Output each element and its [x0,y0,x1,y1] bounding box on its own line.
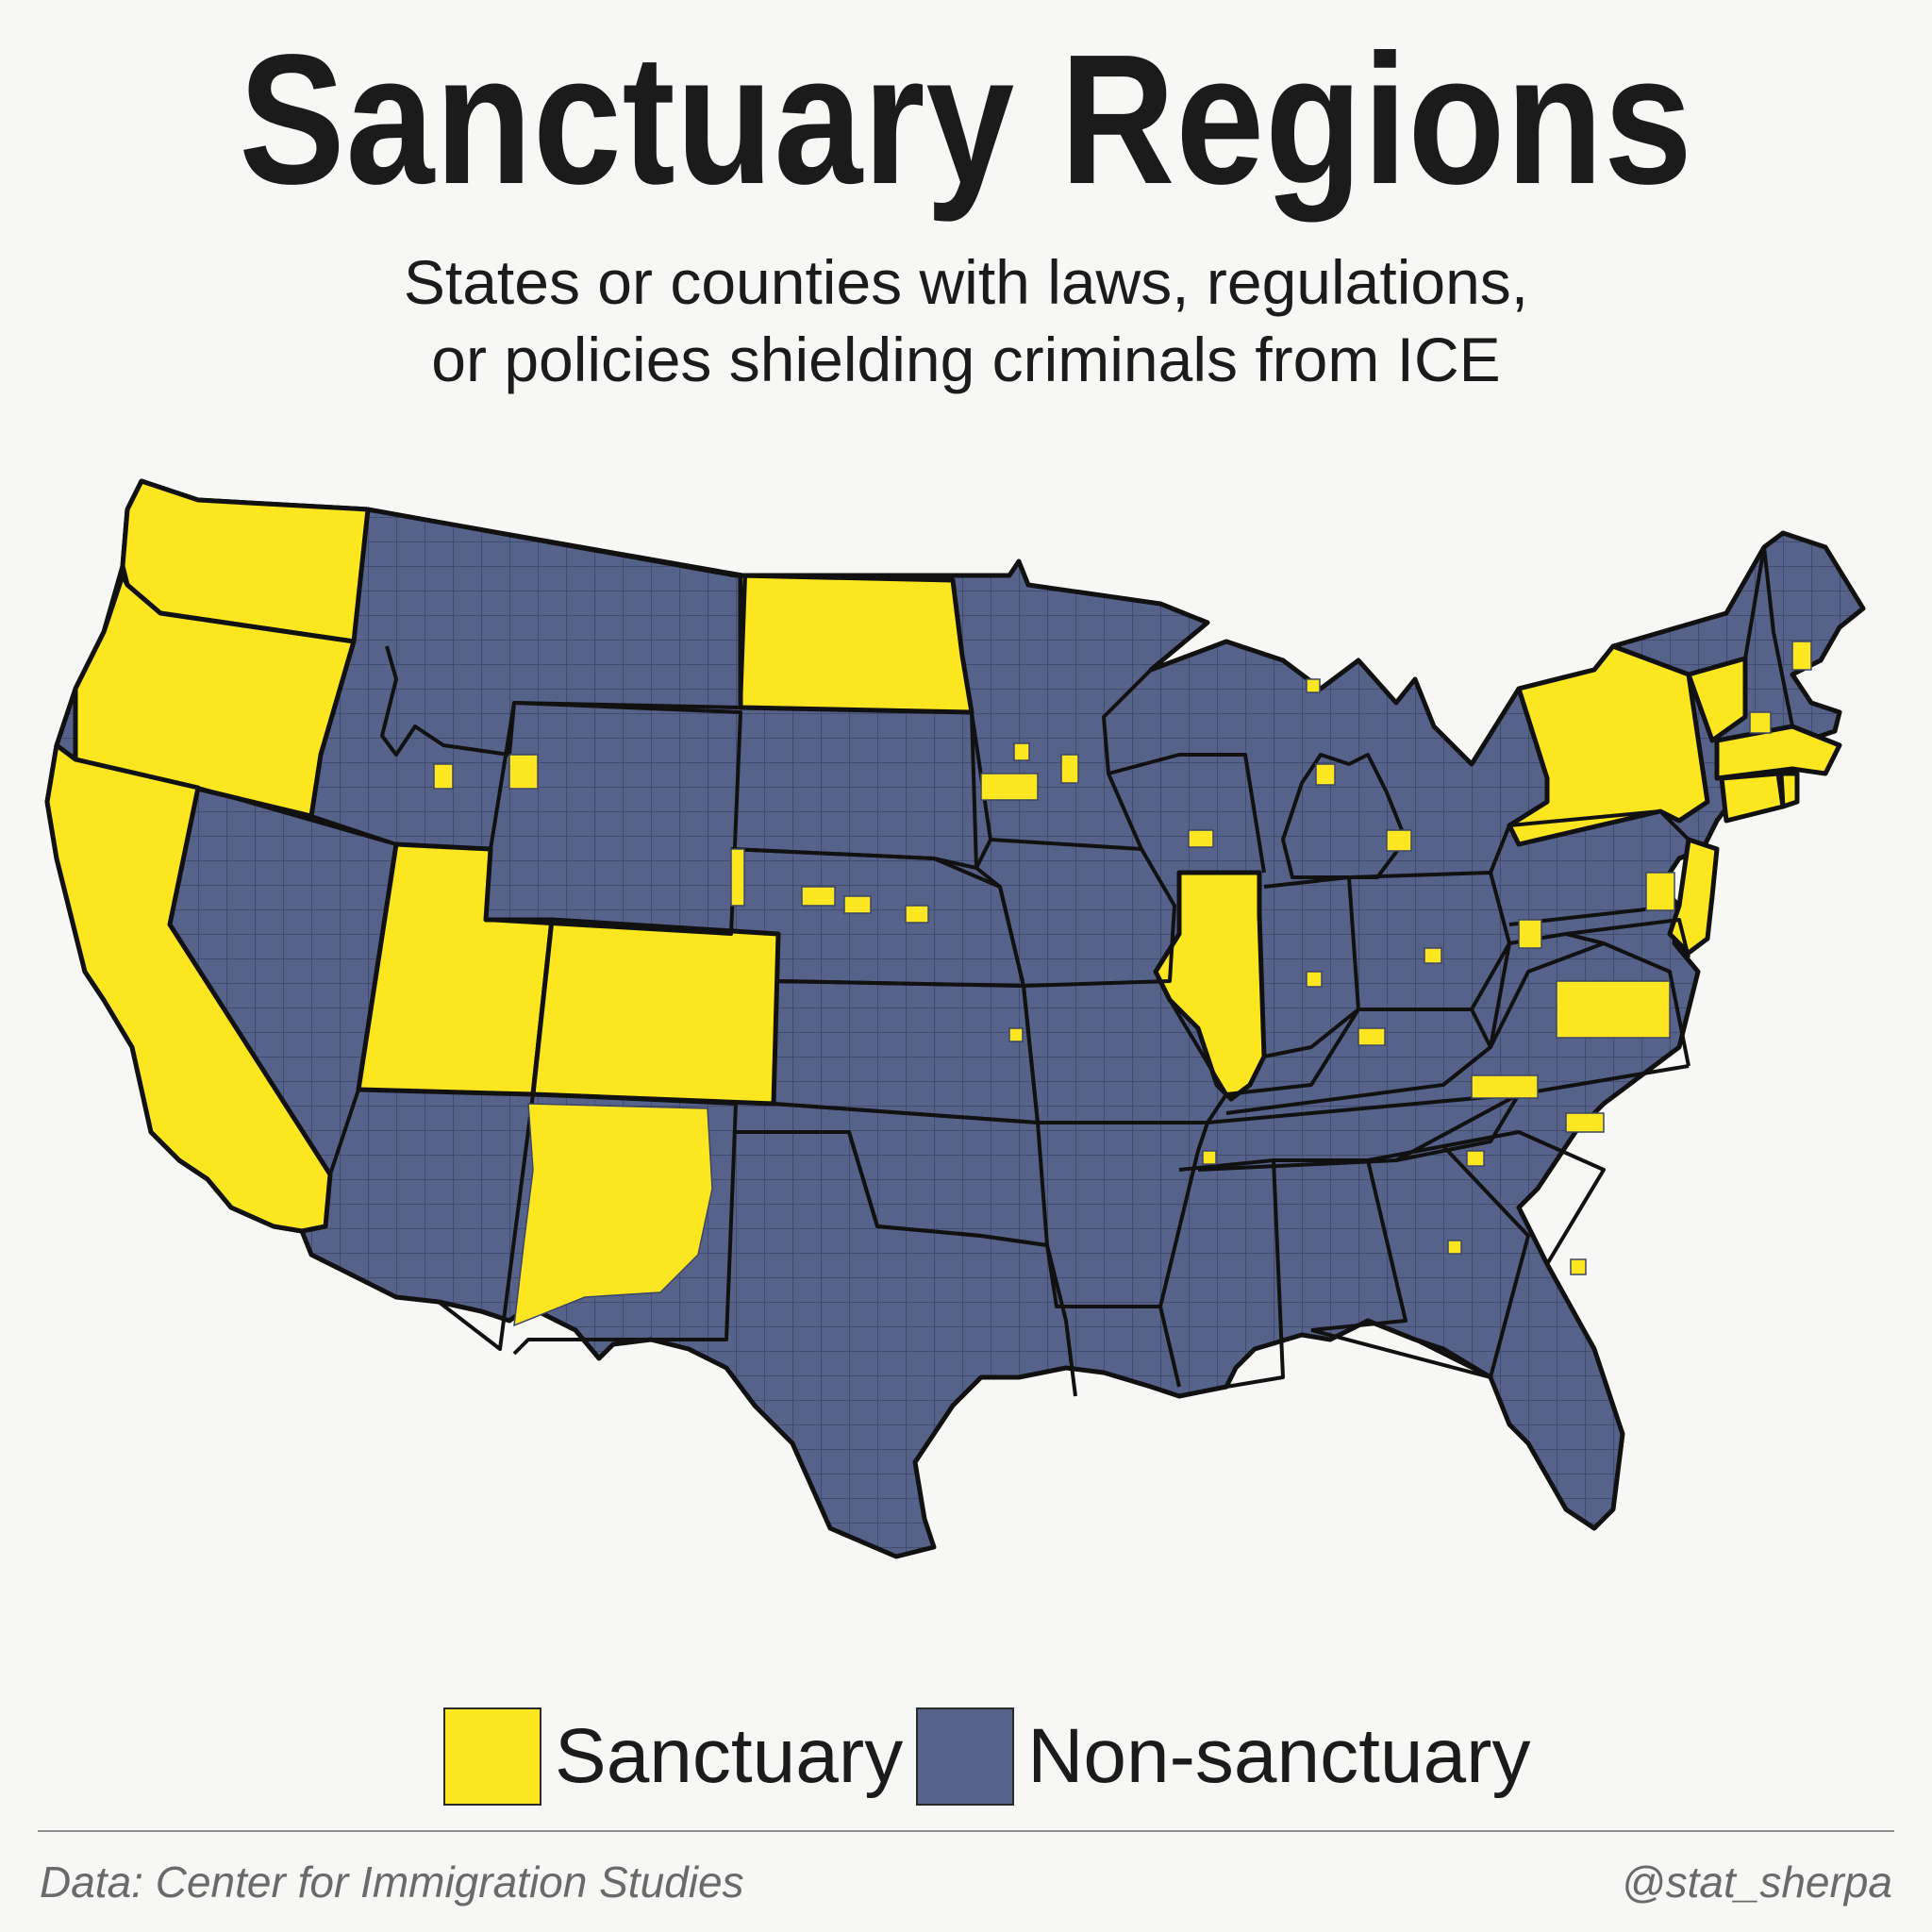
legend: Sanctuary Non-sanctuary [443,1707,1543,1806]
border-maine [1743,546,1794,727]
border-georgia [1367,1144,1530,1379]
border-south-carolina [1442,1130,1606,1266]
county-cluster-tennessee [1202,1150,1217,1165]
county-cluster-michigan [1315,763,1336,786]
county-cluster-new-mexico [513,1103,713,1327]
border-florida [1310,1328,1491,1379]
map-subtitle: States or counties with laws, regulation… [0,243,1932,398]
legend-label-sanctuary: Sanctuary [555,1713,904,1799]
county-cluster-new-hampshire [1749,711,1772,734]
border-arizona [358,1088,535,1351]
county-cluster-maine [1791,641,1812,671]
subtitle-line-1: States or counties with laws, regulation… [403,247,1529,317]
state-colorado [530,917,781,1107]
legend-swatch-non-sanctuary [916,1707,1015,1806]
county-cluster-pennsylvania [1518,919,1542,949]
state-vermont [1686,656,1748,743]
border-louisiana [1066,1305,1181,1388]
us-map [44,478,1866,1559]
border-tennessee [1197,1092,1521,1172]
county-cluster-minnesota [980,773,1039,801]
county-cluster-michigan-3 [1306,678,1321,693]
county-cluster-indiana [1306,971,1323,988]
county-cluster-nebraska-2 [843,895,872,914]
border-iowa [974,847,1176,988]
state-rhode-island [1778,771,1800,809]
footer-source: Data: Center for Immigration Studies [40,1857,744,1907]
border-michigan [1281,753,1407,879]
county-cluster-kentucky [1357,1027,1386,1046]
county-cluster-north-carolina [1565,1112,1605,1133]
county-cluster-nebraska-3 [905,905,929,924]
county-cluster-north-carolina-2 [1466,1150,1485,1167]
county-cluster-ohio [1424,947,1442,964]
county-cluster-wisconsin [1188,829,1214,848]
county-cluster-minnesota-2 [1013,742,1030,761]
county-cluster-virginia [1556,980,1671,1039]
state-connecticut [1719,771,1786,824]
map-title: Sanctuary Regions [239,16,1693,223]
border-wisconsin [1108,753,1266,874]
state-north-dakota [738,573,974,715]
border-wyoming [485,701,742,936]
county-cluster-south-carolina [1570,1258,1587,1275]
county-cluster-virginia-2 [1471,1074,1539,1099]
border-new-mexico [512,1092,738,1356]
border-maryland [1565,918,1690,958]
border-mississippi [1178,1158,1285,1389]
county-cluster-michigan-2 [1386,829,1412,852]
footer-credit: @stat_sherpa [1621,1857,1892,1907]
legend-swatch-sanctuary [443,1707,541,1806]
border-texas [736,1130,1077,1397]
county-cluster-nebraska [801,886,836,907]
county-cluster-idaho-2 [508,754,539,790]
county-cluster-idaho [433,763,454,790]
border-virginia [1441,941,1690,1087]
county-cluster-nebraska-4 [730,848,745,907]
county-cluster-georgia [1447,1240,1462,1255]
county-cluster-pennsylvania-2 [1645,872,1675,911]
subtitle-line-2: or policies shielding criminals from ICE [431,325,1501,394]
legend-label-non-sanctuary: Non-sanctuary [1027,1713,1531,1799]
county-cluster-kansas [1008,1027,1024,1042]
county-cluster-minnesota-3 [1060,754,1079,784]
state-new-york [1507,643,1710,847]
border-montana [367,508,747,757]
footer-divider [38,1830,1894,1832]
border-idaho [310,702,516,851]
border-nevada [197,786,398,1175]
border-alabama [1274,1158,1407,1332]
